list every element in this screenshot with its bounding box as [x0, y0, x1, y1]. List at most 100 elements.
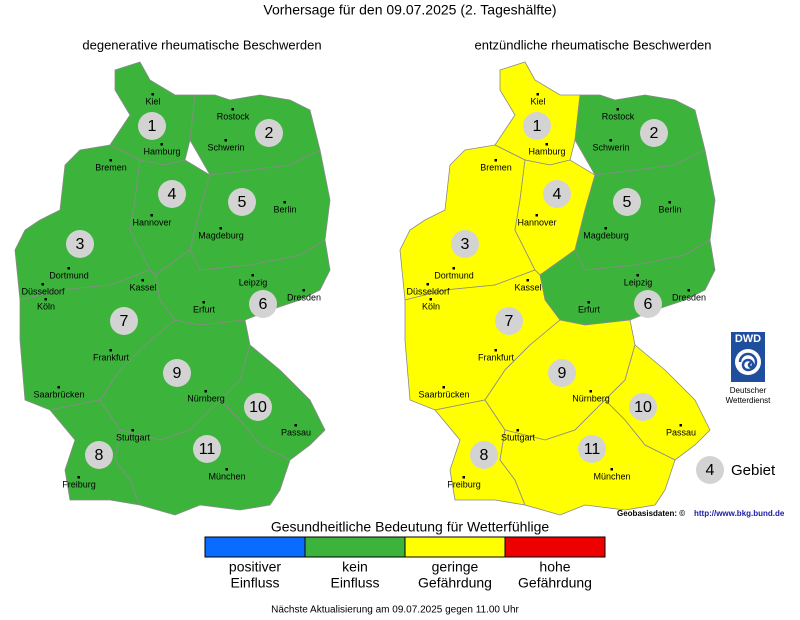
region-circle — [451, 230, 479, 258]
city-dot — [429, 298, 432, 301]
region-number: 7 — [120, 313, 129, 330]
region-number: 10 — [634, 399, 652, 416]
region-circle — [158, 180, 186, 208]
city-dot — [131, 429, 134, 432]
region — [574, 94, 706, 176]
city-dot — [442, 386, 445, 389]
legend-swatch — [504, 536, 606, 558]
city-label: Kassel — [514, 282, 541, 292]
region-number: 5 — [623, 194, 632, 211]
region-number: 3 — [76, 236, 85, 253]
city-label: Erfurt — [578, 304, 601, 314]
region-circle — [163, 359, 191, 387]
region-circle — [244, 393, 272, 421]
city-label: Düsseldorf — [406, 286, 450, 296]
region-circle — [640, 119, 668, 147]
city-dot — [231, 108, 234, 111]
city-dot — [587, 301, 590, 304]
region-number: 1 — [148, 118, 157, 135]
city-label: Hamburg — [528, 146, 565, 156]
legend-label: Einfluss — [330, 575, 379, 591]
logo-abbr: DWD — [735, 333, 761, 345]
region-number: 1 — [533, 118, 542, 135]
map-title: degenerative rheumatische Beschwerden — [82, 37, 321, 52]
legend-label: hohe — [539, 559, 570, 575]
region-number: 4 — [168, 186, 177, 203]
city-dot — [204, 390, 207, 393]
city-label: Köln — [422, 301, 440, 311]
city-dot — [462, 476, 465, 479]
city-dot — [160, 143, 163, 146]
dwd-logo: DWD Deutscher Wetterdienst — [726, 332, 771, 405]
source-link[interactable]: http://www.bkg.bund.de — [694, 509, 785, 518]
city-label: Freiburg — [447, 479, 481, 489]
region-number: 5 — [238, 194, 247, 211]
legend-label: Einfluss — [230, 575, 279, 591]
key-label: Gebiet — [731, 462, 776, 479]
city-dot — [536, 93, 539, 96]
map: Kiel Rostock Hamburg Schwerin Bremen Berlin Ha… — [399, 61, 716, 516]
region-number: 9 — [173, 365, 182, 382]
city-dot — [225, 468, 228, 471]
city-label: Kiel — [530, 96, 545, 106]
city-label: München — [208, 471, 245, 481]
city-dot — [41, 283, 44, 286]
legend-label: Gefährdung — [418, 575, 492, 591]
city-label: Saarbrücken — [418, 389, 469, 399]
city-dot — [687, 289, 690, 292]
region-circle — [470, 441, 498, 469]
city-dot — [610, 468, 613, 471]
region-circle — [228, 188, 256, 216]
city-dot — [494, 349, 497, 352]
region-circle — [138, 112, 166, 140]
city-label: Dresden — [287, 292, 321, 302]
city-label: Leipzig — [239, 277, 268, 287]
city-dot — [668, 201, 671, 204]
city-label: Nürnberg — [572, 393, 610, 403]
region-circle — [85, 441, 113, 469]
city-label: Dortmund — [434, 270, 474, 280]
city-label: Hamburg — [143, 146, 180, 156]
region-number: 8 — [480, 447, 489, 464]
region-circle — [578, 435, 606, 463]
key-circle — [696, 456, 724, 484]
city-label: Frankfurt — [478, 352, 515, 362]
city-dot — [679, 424, 682, 427]
city-label: Leipzig — [624, 277, 653, 287]
city-label: Stuttgart — [116, 432, 151, 442]
region-number: 7 — [505, 313, 514, 330]
city-label: Erfurt — [193, 304, 216, 314]
city-label: Bremen — [95, 162, 127, 172]
region-number: 6 — [259, 296, 268, 313]
city-label: Saarbrücken — [33, 389, 84, 399]
region-number: 9 — [558, 365, 567, 382]
city-label: Köln — [37, 301, 55, 311]
city-dot — [109, 159, 112, 162]
city-dot — [526, 279, 529, 282]
city-dot — [516, 429, 519, 432]
city-label: Düsseldorf — [21, 286, 65, 296]
city-label: Rostock — [217, 111, 250, 121]
key-number: 4 — [706, 462, 715, 479]
city-label: Hannover — [517, 217, 556, 227]
region-number: 11 — [584, 441, 601, 458]
city-label: Schwerin — [592, 142, 629, 152]
region-number: 11 — [199, 441, 216, 458]
region-circle — [523, 112, 551, 140]
legend-label: positiver — [229, 559, 281, 575]
city-dot — [636, 274, 639, 277]
region-circle — [110, 307, 138, 335]
city-dot — [57, 386, 60, 389]
city-label: Passau — [666, 427, 696, 437]
legend-label: geringe — [432, 559, 479, 575]
city-dot — [224, 139, 227, 142]
city-dot — [283, 201, 286, 204]
city-label: Nürnberg — [187, 393, 225, 403]
city-label: Passau — [281, 427, 311, 437]
city-dot — [426, 283, 429, 286]
city-label: Berlin — [658, 204, 681, 214]
region-number: 4 — [553, 186, 562, 203]
region-number: 2 — [265, 125, 274, 142]
city-dot — [109, 349, 112, 352]
